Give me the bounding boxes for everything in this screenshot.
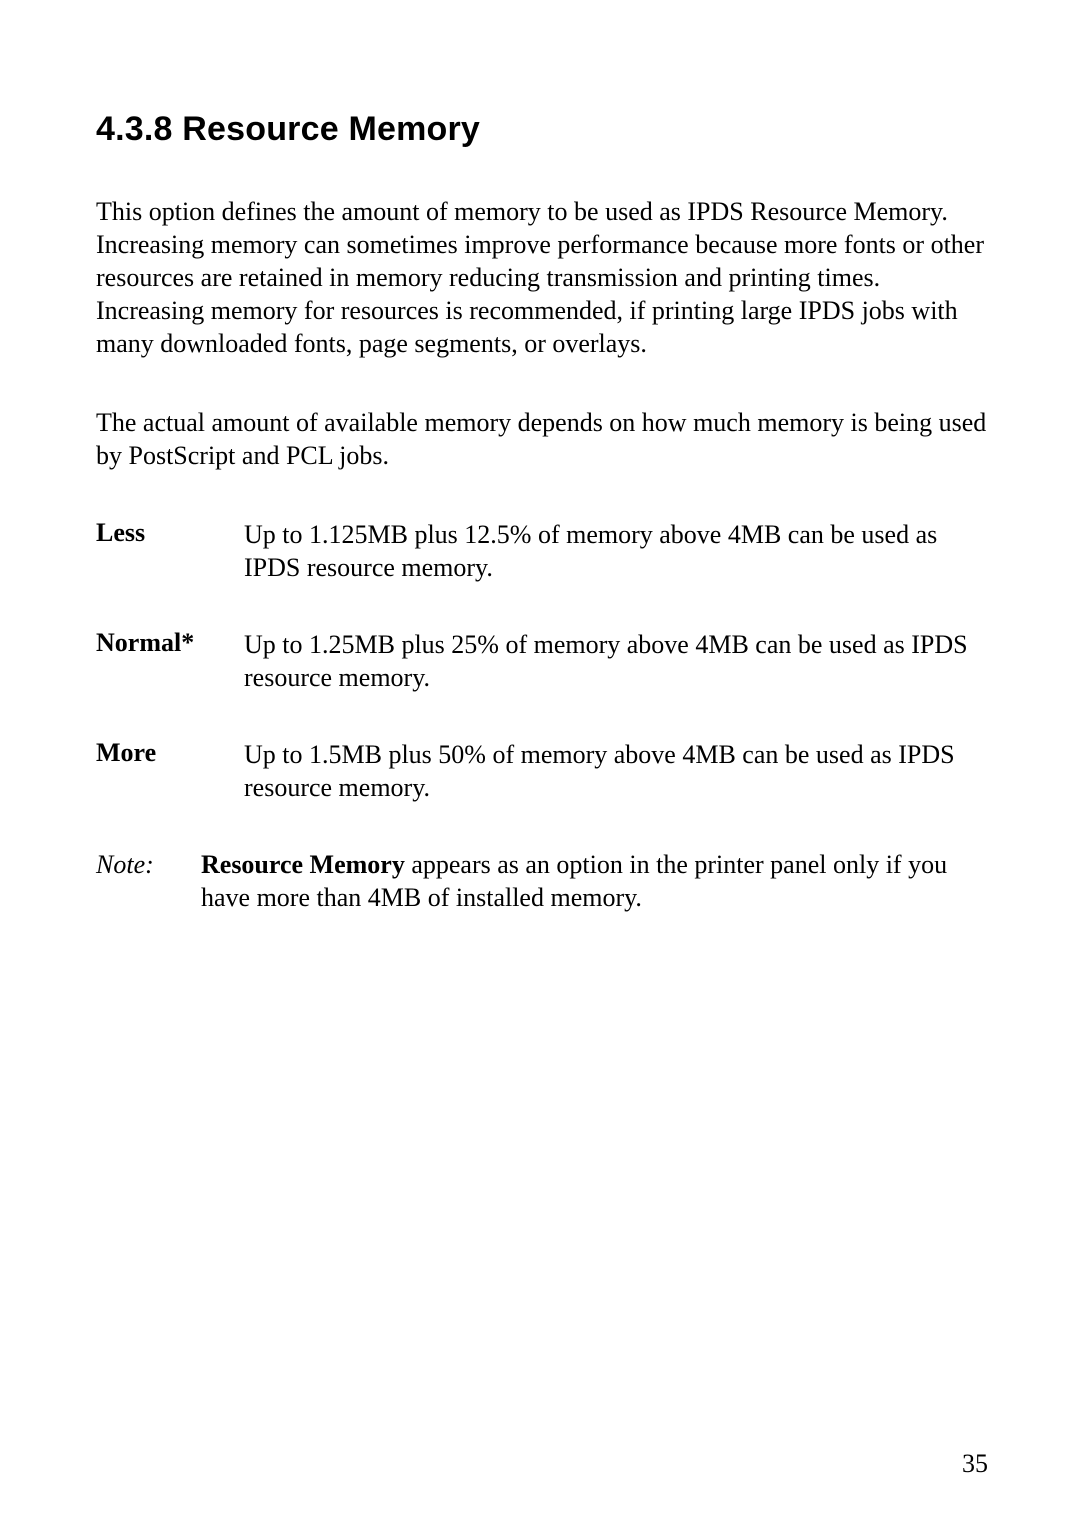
definition-row: More Up to 1.5MB plus 50% of memory abov… [96,738,988,804]
section-heading: 4.3.8 Resource Memory [96,110,988,149]
note-text: Resource Memory appears as an option in … [201,848,988,914]
definition-list: Less Up to 1.125MB plus 12.5% of memory … [96,518,988,804]
definition-description: Up to 1.5MB plus 50% of memory above 4MB… [244,738,988,804]
note-strong-term: Resource Memory [201,850,405,879]
definition-description: Up to 1.125MB plus 12.5% of memory above… [244,518,988,584]
definition-term: Less [96,518,244,584]
document-page: 4.3.8 Resource Memory This option define… [0,0,1080,1529]
definition-row: Less Up to 1.125MB plus 12.5% of memory … [96,518,988,584]
note-block: Note: Resource Memory appears as an opti… [96,848,988,914]
note-label: Note: [96,848,201,914]
definition-term: More [96,738,244,804]
definition-row: Normal* Up to 1.25MB plus 25% of memory … [96,628,988,694]
definition-description: Up to 1.25MB plus 25% of memory above 4M… [244,628,988,694]
page-number: 35 [962,1449,988,1479]
intro-paragraph-1: This option defines the amount of memory… [96,195,988,360]
definition-term: Normal* [96,628,244,694]
intro-paragraph-2: The actual amount of available memory de… [96,406,988,472]
